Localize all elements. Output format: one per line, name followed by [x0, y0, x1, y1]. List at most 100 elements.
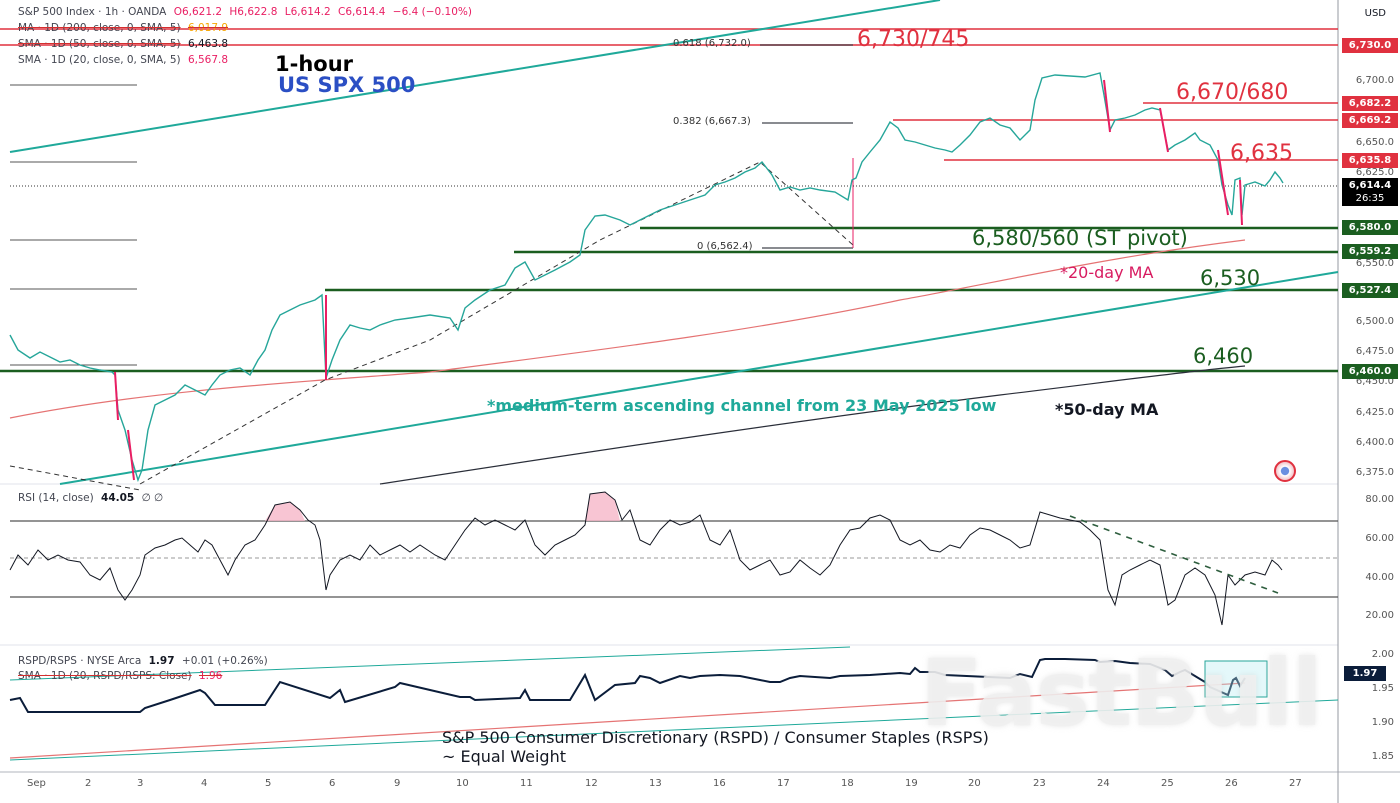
time-tick: 20 [968, 778, 981, 789]
indicator-sma50[interactable]: SMA · 1D (50, close, 0, SMA, 5) 6,463.8 [18, 37, 228, 52]
time-tick: 25 [1161, 778, 1174, 789]
current-price: 6,614.4 [1348, 180, 1392, 191]
symbol-legend: S&P 500 Index · 1h · OANDA O6,621.2 H6,6… [18, 5, 472, 20]
resistance-label-1: 6,730/745 [857, 27, 970, 52]
fib-0-label: 0 (6,562.4) [697, 241, 753, 252]
timeframe-title: 1-hour [275, 52, 354, 76]
fib-382-label: 0.382 (6,667.3) [673, 116, 751, 127]
indicator-label: SMA · 1D (50, close, 0, SMA, 5) [18, 38, 181, 50]
indicator-value: 6,567.8 [187, 54, 229, 66]
time-tick: 4 [201, 778, 208, 789]
instrument-title: US SPX 500 [278, 73, 416, 97]
price-tick: 6,400.0 [1355, 437, 1394, 448]
ratio-price-tag: 1.97 [1344, 666, 1386, 681]
ratio-label: RSPD/RSPS · NYSE Arca [18, 655, 142, 667]
ratio-sma [9, 682, 1246, 759]
support-label-3: 6,460 [1193, 344, 1254, 368]
rsi-tick: 80.00 [1365, 494, 1394, 505]
price-tick: 6,500.0 [1355, 316, 1394, 327]
resistance-label-2: 6,670/680 [1176, 80, 1289, 105]
ratio-tick: 2.00 [1371, 649, 1394, 660]
price-tick: 6,450.0 [1355, 376, 1394, 387]
price-tag-resistance: 6,635.8 [1342, 153, 1398, 168]
ma50-line [379, 365, 1246, 485]
support-label-1: 6,580/560 (ST pivot) [972, 226, 1188, 250]
time-tick: 5 [265, 778, 272, 789]
price-tick: 6,425.0 [1355, 407, 1394, 418]
time-tick: 24 [1097, 778, 1110, 789]
ratio-channel-top [9, 646, 851, 681]
ratio-title-line-2: ~ Equal Weight [442, 747, 566, 766]
time-tick: 23 [1033, 778, 1046, 789]
ohlc-low: L6,614.2 [284, 6, 331, 18]
support-lines [0, 226, 1338, 373]
ratio-legend[interactable]: RSPD/RSPS · NYSE Arca 1.97 +0.01 (+0.26%… [18, 654, 268, 669]
rsi-tick: 60.00 [1365, 533, 1394, 544]
price-tag-resistance: 6,682.2 [1342, 96, 1398, 111]
time-tick: 17 [777, 778, 790, 789]
time-tick: 12 [585, 778, 598, 789]
price-candles [9, 72, 1284, 483]
price-tag-resistance: 6,669.2 [1342, 113, 1398, 128]
ma20-line [9, 239, 1246, 419]
price-tag-support: 6,580.0 [1342, 220, 1398, 235]
ratio-sma-value: 1.96 [198, 670, 223, 682]
symbol-info: S&P 500 Index · 1h · OANDA [18, 6, 167, 18]
ratio-highlight-box [1204, 660, 1268, 698]
price-tick: 6,650.0 [1355, 137, 1394, 148]
fib-lines [760, 44, 853, 249]
time-tick: 10 [456, 778, 469, 789]
indicator-ma200[interactable]: MA · 1D (200, close, 0, SMA, 5) 6,017.9 [18, 21, 228, 36]
indicator-label: SMA · 1D (20, close, 0, SMA, 5) [18, 54, 181, 66]
time-tick: 16 [713, 778, 726, 789]
ratio-change: +0.01 (+0.26%) [181, 655, 268, 667]
ratio-tick: 1.90 [1371, 717, 1394, 728]
indicator-value: 6,463.8 [187, 38, 229, 50]
resistance-label-3: 6,635 [1230, 141, 1293, 166]
price-tag-support: 6,527.4 [1342, 283, 1398, 298]
ratio-value: 1.97 [148, 655, 175, 667]
bar-countdown: 26:35 [1355, 193, 1385, 204]
indicator-label: MA · 1D (200, close, 0, SMA, 5) [18, 22, 181, 34]
rsi-bands [10, 520, 1338, 598]
time-tick: 6 [329, 778, 336, 789]
ohlc-open: O6,621.2 [173, 6, 223, 18]
rsi-tick: 40.00 [1365, 572, 1394, 583]
rsi-legend[interactable]: RSI (14, close) 44.05 ∅ ∅ [18, 491, 163, 506]
time-tick: 19 [905, 778, 918, 789]
rsi-overbought-fill-2 [585, 492, 620, 521]
indicator-sma20[interactable]: SMA · 1D (20, close, 0, SMA, 5) 6,567.8 [18, 53, 228, 68]
price-tick: 6,550.0 [1355, 258, 1394, 269]
time-tick: 2 [85, 778, 92, 789]
price-tag-support: 6,559.2 [1342, 244, 1398, 259]
rsi-tick: 20.00 [1365, 610, 1394, 621]
currency-label[interactable]: USD [1364, 8, 1386, 19]
support-label-2: 6,530 [1200, 266, 1261, 290]
ratio-title-line-1: S&P 500 Consumer Discretionary (RSPD) / … [442, 728, 989, 747]
time-tick: 9 [394, 778, 401, 789]
price-tick: 6,375.0 [1355, 467, 1394, 478]
rsi-line [9, 491, 1283, 626]
fib-618-label: 0.618 (6,732.0) [673, 38, 751, 49]
ma50-label: *50-day MA [1055, 400, 1159, 419]
ratio-tick: 1.95 [1371, 683, 1394, 694]
rsi-overbought-fill [265, 502, 305, 521]
price-tag-resistance: 6,730.0 [1342, 38, 1398, 53]
time-tick: 18 [841, 778, 854, 789]
time-tick: 27 [1289, 778, 1302, 789]
time-tick: 26 [1225, 778, 1238, 789]
price-tag-support: 6,460.0 [1342, 364, 1398, 379]
time-tick: 3 [137, 778, 144, 789]
ohlc-high: H6,622.8 [229, 6, 278, 18]
rsi-label: RSI (14, close) [18, 492, 94, 504]
ratio-channel-bottom [9, 699, 1339, 761]
us-flag-icon[interactable] [1274, 460, 1296, 482]
ratio-sma-legend[interactable]: SMA · 1D (20, RSPD/RSPS: Close) 1.96 [18, 669, 222, 684]
rsi-downtrend [1069, 515, 1279, 594]
ascending-channel [9, 0, 1339, 485]
price-tick: 6,475.0 [1355, 346, 1394, 357]
time-tick: 13 [649, 778, 662, 789]
ma20-label: *20-day MA [1060, 263, 1154, 282]
rsi-value: 44.05 [101, 492, 135, 504]
